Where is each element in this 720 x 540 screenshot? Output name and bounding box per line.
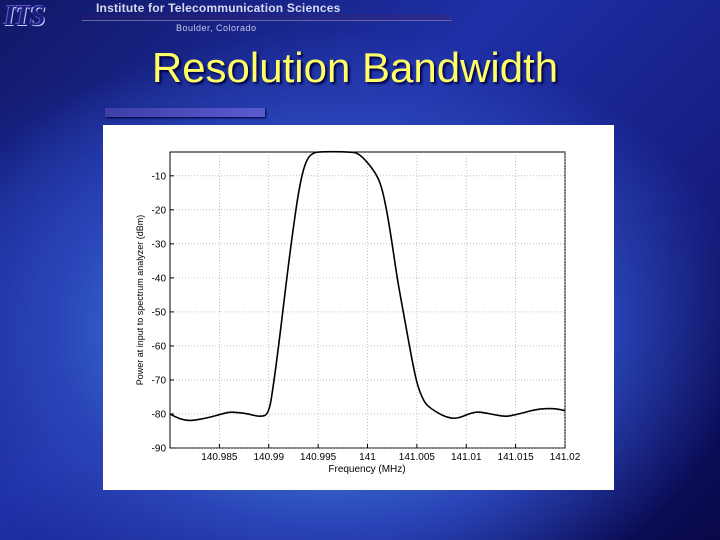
x-tick-label: 141.02 — [550, 452, 581, 463]
x-tick-label: 141.015 — [498, 452, 535, 463]
series-line — [169, 150, 566, 422]
y-tick-label: -60 — [152, 341, 167, 352]
axis-ticks: 140.985 140.99 140.995 141 141.005 141.01 141.… — [152, 171, 581, 463]
its-logo: ITS — [4, 1, 46, 32]
line-chart: 140.985 140.99 140.995 141 141.005 141.01 141.… — [135, 150, 581, 475]
y-axis-label: Power at input to spectrum analyzer (dBm… — [135, 215, 145, 386]
header-divider-bar — [82, 14, 452, 21]
x-axis-label: Frequency (MHz) — [328, 464, 405, 475]
y-tick-label: -90 — [152, 444, 167, 455]
org-name: Institute for Telecommunication Sciences — [96, 1, 341, 15]
y-tick-label: -30 — [152, 239, 167, 250]
org-location: Boulder, Colorado — [176, 23, 257, 33]
y-tick-label: -50 — [152, 307, 167, 318]
x-tick-label: 141.005 — [399, 452, 436, 463]
y-tick-label: -10 — [152, 171, 167, 182]
y-tick-label: -20 — [152, 205, 167, 216]
x-tick-label: 140.985 — [201, 452, 238, 463]
slide-title: Resolution Bandwidth — [151, 44, 559, 91]
chart-figure: 140.985 140.99 140.995 141 141.005 141.01 141.… — [103, 125, 614, 490]
y-tick-label: -40 — [152, 273, 167, 284]
x-tick-label: 140.99 — [253, 452, 284, 463]
y-tick-label: -80 — [152, 409, 167, 420]
x-tick-label: 140.995 — [300, 452, 337, 463]
y-tick-label: -70 — [152, 375, 167, 386]
x-tick-label: 141 — [359, 452, 376, 463]
grid — [170, 152, 566, 449]
title-underline-bar — [105, 108, 265, 117]
x-tick-label: 141.01 — [451, 452, 482, 463]
